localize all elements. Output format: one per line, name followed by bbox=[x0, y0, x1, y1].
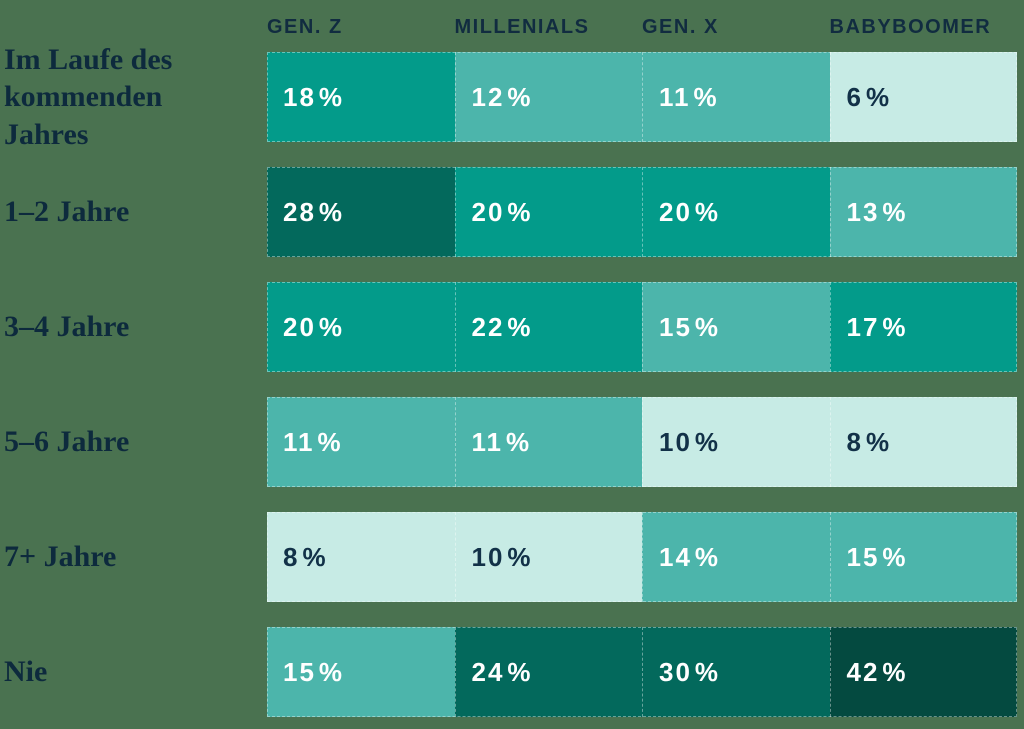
row-cells: 8% 10% 14% 15% bbox=[267, 512, 1017, 602]
heatmap-cell: 10% bbox=[454, 512, 642, 602]
cell-value-suffix: % bbox=[318, 196, 345, 227]
heatmap-cell: 10% bbox=[642, 397, 830, 487]
table-row: 5–6 Jahre 11% 11% 10% 8% bbox=[0, 397, 1017, 487]
heatmap-cell: 24% bbox=[454, 627, 642, 717]
cell-value-suffix: % bbox=[694, 196, 721, 227]
table-row: 7+ Jahre 8% 10% 14% 15% bbox=[0, 512, 1017, 602]
heatmap-cell: 22% bbox=[454, 282, 642, 372]
cell-value: 8 bbox=[283, 541, 300, 572]
cell-value: 11 bbox=[471, 426, 503, 457]
heatmap-cell: 15% bbox=[829, 512, 1017, 602]
cell-value: 15 bbox=[846, 541, 880, 572]
cell-value: 10 bbox=[659, 426, 692, 457]
heatmap-cell: 15% bbox=[642, 282, 830, 372]
table-row: 1–2 Jahre 28% 20% 20% 13% bbox=[0, 167, 1017, 257]
heatmap-cell: 11% bbox=[454, 397, 642, 487]
row-label: 5–6 Jahre bbox=[4, 425, 130, 459]
heatmap-cell: 17% bbox=[829, 282, 1017, 372]
row-cells: 11% 11% 10% 8% bbox=[267, 397, 1017, 487]
cell-value: 20 bbox=[471, 196, 505, 227]
cell-value-suffix: % bbox=[318, 81, 345, 112]
heatmap-cell: 28% bbox=[267, 167, 455, 257]
cell-value-suffix: % bbox=[317, 426, 343, 457]
cell-value: 30 bbox=[659, 656, 692, 687]
cell-value-suffix: % bbox=[882, 541, 908, 572]
cell-value-suffix: % bbox=[882, 311, 908, 342]
cell-value-suffix: % bbox=[318, 656, 345, 687]
cell-value-suffix: % bbox=[694, 311, 721, 342]
cell-value: 17 bbox=[846, 311, 880, 342]
column-header: MILLENIALS bbox=[454, 16, 590, 38]
table-row: Im Laufe des kommenden Jahres 18% 12% 11% 6% bbox=[0, 42, 1017, 151]
heatmap-cell: 15% bbox=[267, 627, 455, 717]
cell-value-suffix: % bbox=[507, 541, 533, 572]
cell-value-suffix: % bbox=[302, 541, 328, 572]
cell-value-suffix: % bbox=[507, 81, 533, 112]
cell-value: 13 bbox=[846, 196, 880, 227]
cell-value-suffix: % bbox=[694, 541, 721, 572]
cell-value-suffix: % bbox=[507, 196, 533, 227]
table-row: Nie 15% 24% 30% 42% bbox=[0, 627, 1017, 717]
column-header: GEN. Z bbox=[267, 16, 343, 38]
cell-value: 8 bbox=[846, 426, 863, 457]
cell-value-suffix: % bbox=[865, 81, 892, 112]
row-cells: 18% 12% 11% 6% bbox=[267, 52, 1017, 142]
cell-value: 6 bbox=[846, 81, 863, 112]
heatmap-cell: 8% bbox=[267, 512, 455, 602]
cell-value-suffix: % bbox=[882, 656, 908, 687]
heatmap-cell: 42% bbox=[829, 627, 1017, 717]
column-header: GEN. X bbox=[642, 16, 719, 38]
heatmap-cell: 20% bbox=[267, 282, 455, 372]
cell-value: 42 bbox=[846, 656, 880, 687]
cell-value: 28 bbox=[283, 196, 316, 227]
cell-value: 11 bbox=[283, 426, 315, 457]
cell-value-suffix: % bbox=[507, 311, 533, 342]
row-cells: 15% 24% 30% 42% bbox=[267, 627, 1017, 717]
row-cells: 28% 20% 20% 13% bbox=[267, 167, 1017, 257]
cell-value: 15 bbox=[283, 656, 316, 687]
cell-value-suffix: % bbox=[693, 81, 719, 112]
cell-value: 20 bbox=[283, 311, 316, 342]
heatmap-cell: 30% bbox=[642, 627, 830, 717]
cell-value: 12 bbox=[471, 81, 505, 112]
cell-value-suffix: % bbox=[865, 426, 892, 457]
heatmap-cell: 11% bbox=[267, 397, 455, 487]
heatmap-cell: 13% bbox=[829, 167, 1017, 257]
row-label: 7+ Jahre bbox=[4, 540, 117, 574]
column-header-row: GEN. Z MILLENIALS GEN. X BABYBOOMER bbox=[0, 0, 1017, 52]
cell-value-suffix: % bbox=[882, 196, 908, 227]
heatmap-cell: 18% bbox=[267, 52, 455, 142]
heatmap-cell: 11% bbox=[642, 52, 830, 142]
heatmap-cell: 6% bbox=[829, 52, 1017, 142]
cell-value-suffix: % bbox=[318, 311, 345, 342]
heatmap-cell: 12% bbox=[454, 52, 642, 142]
heatmap-cell: 20% bbox=[642, 167, 830, 257]
cell-value-suffix: % bbox=[694, 656, 721, 687]
row-label: Nie bbox=[4, 655, 48, 689]
cell-value: 11 bbox=[659, 81, 691, 112]
row-label: Im Laufe des kommenden Jahres bbox=[4, 42, 173, 151]
cell-value: 15 bbox=[659, 311, 692, 342]
cell-value-suffix: % bbox=[506, 426, 532, 457]
cell-value: 22 bbox=[471, 311, 505, 342]
column-header: BABYBOOMER bbox=[829, 16, 992, 38]
heatmap-cell: 14% bbox=[642, 512, 830, 602]
cell-value-suffix: % bbox=[507, 656, 533, 687]
row-cells: 20% 22% 15% 17% bbox=[267, 282, 1017, 372]
cell-value: 10 bbox=[471, 541, 505, 572]
heatmap-cell: 20% bbox=[454, 167, 642, 257]
cell-value: 14 bbox=[659, 541, 692, 572]
table-row: 3–4 Jahre 20% 22% 15% 17% bbox=[0, 282, 1017, 372]
cell-value: 24 bbox=[471, 656, 505, 687]
row-label: 3–4 Jahre bbox=[4, 310, 130, 344]
row-label: 1–2 Jahre bbox=[4, 195, 130, 229]
cell-value-suffix: % bbox=[694, 426, 721, 457]
cell-value: 20 bbox=[659, 196, 692, 227]
cell-value: 18 bbox=[283, 81, 316, 112]
heatmap-cell: 8% bbox=[829, 397, 1017, 487]
